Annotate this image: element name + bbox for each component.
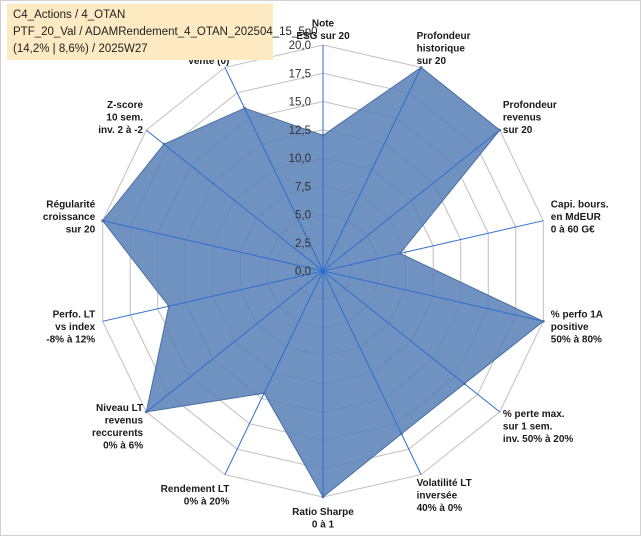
axis-spoke: [224, 67, 324, 272]
data-point: [167, 304, 171, 308]
axis-spoke: [322, 270, 544, 322]
axis-spoke: [102, 270, 324, 322]
data-point: [541, 319, 545, 323]
data-point: [144, 410, 148, 414]
axis-spoke: [322, 270, 501, 413]
axis-spoke: [322, 270, 422, 475]
axis-label: Z-score 10 sem. inv. 2 à -2: [98, 100, 143, 136]
axis-label: % perfo 1A positive 50% à 80%: [551, 310, 603, 346]
axis-label: Profondeur revenus sur 20: [503, 100, 557, 136]
tick-label: 7,5: [295, 181, 311, 193]
tick-label: 15,0: [289, 97, 311, 109]
axis-label: Rendement LT 0% à 20%: [161, 484, 230, 508]
data-point: [243, 106, 247, 110]
tick-label: 10,0: [289, 153, 311, 165]
axis-label: Note ESG sur 20: [296, 19, 350, 43]
data-point: [419, 66, 423, 69]
axis-label: Profondeur historique sur 20: [417, 31, 471, 67]
axis-spoke: [322, 129, 501, 272]
axis-label: Régularité croissance sur 20: [43, 199, 96, 235]
tick-label: 2,5: [295, 238, 311, 250]
data-point: [398, 252, 402, 255]
chart-header: C4_Actions / 4_OTAN PTF_20_Val / ADAMRen…: [7, 4, 318, 60]
tick-label: 5,0: [295, 210, 311, 222]
data-point: [101, 219, 105, 223]
data-point: [321, 134, 325, 137]
axis-label: Volatilité LT inversée 40% à 0%: [417, 478, 472, 514]
axis-spoke: [145, 270, 324, 413]
tick-label: 0,0: [295, 266, 311, 278]
data-point: [321, 495, 325, 499]
tick-label: 12,5: [289, 125, 311, 137]
data-point: [162, 142, 166, 146]
header-line-1: C4_Actions / 4_OTAN: [13, 9, 126, 21]
data-point: [400, 432, 403, 436]
data-point: [262, 391, 266, 395]
axis-spoke: [102, 220, 324, 272]
data-point: [498, 128, 502, 132]
axis-spoke: [145, 129, 324, 272]
axis-spoke: [322, 220, 544, 272]
header-line-3: (14,2% | 8,6%) / 2025W27: [13, 43, 148, 55]
axis-label: % perte max. sur 1 sem. inv. 50% à 20%: [503, 409, 574, 445]
axis-spoke: [224, 270, 324, 475]
axis-spoke: [322, 67, 422, 272]
header-line-2: PTF_20_Val / ADAMRendement_4_OTAN_202504…: [13, 26, 318, 38]
tick-label: 20,0: [289, 40, 311, 52]
axis-label: Perfo. LT vs index -8% à 12%: [46, 310, 95, 346]
axis-label: Ratio Sharpe 0 à 1: [292, 507, 354, 531]
tick-label: 17,5: [289, 68, 311, 80]
data-point: [463, 382, 466, 386]
axis-label: Niveau LT revenus reccurents 0% à 6%: [92, 403, 144, 452]
axis-label: Capi. bours. en MdEUR 0 à 60 G€: [551, 199, 609, 235]
